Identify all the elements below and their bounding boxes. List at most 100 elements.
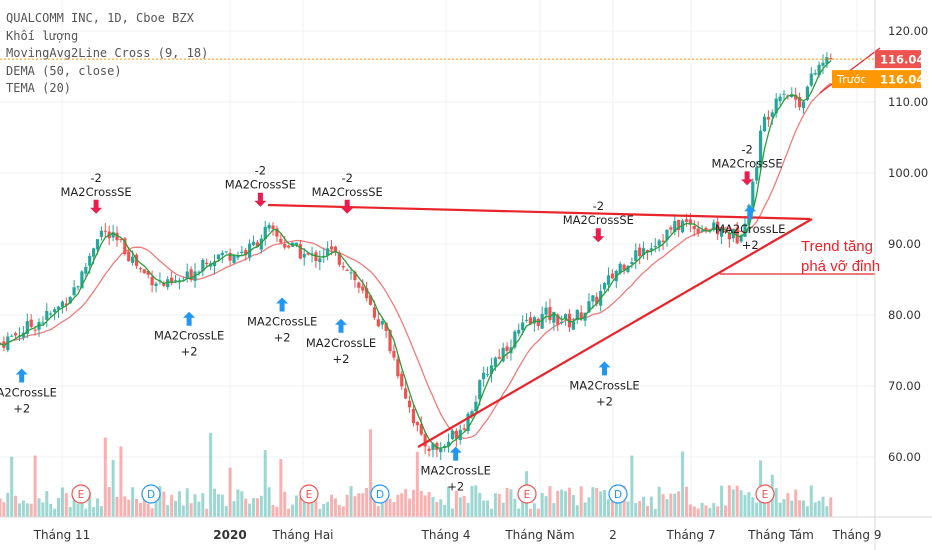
volume-bar bbox=[486, 500, 490, 517]
volume-bar bbox=[294, 495, 298, 517]
long-signal-label: MA2CrossLE bbox=[306, 336, 376, 350]
candle-body bbox=[470, 411, 474, 417]
event-marker-0[interactable]: E bbox=[71, 484, 91, 504]
candle-body bbox=[431, 443, 435, 450]
candle-body bbox=[474, 401, 478, 412]
volume-bar bbox=[220, 494, 224, 517]
volume-bar bbox=[37, 498, 41, 517]
candle-body bbox=[166, 279, 170, 288]
volume-bar bbox=[372, 493, 376, 517]
candle-body bbox=[478, 380, 482, 400]
event-marker-1[interactable]: D bbox=[141, 484, 161, 504]
candle-body bbox=[103, 230, 107, 232]
volume-bar bbox=[279, 459, 283, 517]
candle-body bbox=[751, 181, 755, 207]
candle-body bbox=[739, 235, 743, 242]
candle-body bbox=[762, 116, 767, 132]
candle-body bbox=[310, 253, 314, 255]
event-marker-4[interactable]: E bbox=[517, 484, 537, 504]
event-letter: D bbox=[376, 489, 384, 501]
volume-bar bbox=[513, 498, 517, 517]
candle-body bbox=[692, 226, 696, 230]
candle-body bbox=[513, 331, 517, 348]
trade-signals: MA2CrossLE+2-2MA2CrossSEMA2CrossLE+2-2MA… bbox=[0, 142, 785, 493]
volume-bar bbox=[556, 490, 560, 517]
volume-bar bbox=[509, 489, 513, 517]
volume-bar bbox=[174, 500, 178, 517]
candle-body bbox=[704, 227, 708, 232]
candle-body bbox=[95, 239, 100, 250]
candle-body bbox=[521, 322, 525, 330]
volume-bar bbox=[653, 508, 657, 517]
legend-ma-cross[interactable]: MovingAvg2Line Cross (9, 18) bbox=[6, 46, 209, 60]
volume-bar bbox=[185, 488, 189, 517]
legend-volume[interactable]: Khối lượng bbox=[6, 28, 79, 43]
trendlines: Trend tăng phá vỡ đỉnh bbox=[267, 47, 881, 448]
volume-bar bbox=[708, 508, 712, 517]
price-tick-label: 70.00 bbox=[888, 379, 921, 393]
volume-bar bbox=[552, 503, 556, 517]
candle-body bbox=[84, 267, 88, 274]
volume-bar bbox=[369, 429, 373, 517]
candle-body bbox=[638, 247, 642, 257]
candle-body bbox=[177, 280, 182, 283]
volume-bar bbox=[10, 456, 14, 517]
candle-body bbox=[170, 277, 174, 284]
short-arrow-icon bbox=[741, 171, 754, 186]
volume-bar bbox=[560, 489, 564, 517]
candle-body bbox=[337, 252, 341, 265]
volume-bar bbox=[396, 494, 400, 517]
time-tick-label: Tháng 7 bbox=[666, 528, 716, 542]
candle-body bbox=[622, 264, 626, 271]
volume-bar bbox=[326, 501, 330, 517]
candle-body bbox=[450, 430, 455, 440]
volume-bar bbox=[634, 503, 638, 517]
legend-tema[interactable]: TEMA (20) bbox=[6, 81, 72, 95]
legend-symbol[interactable]: QUALCOMM INC, 1D, Cboe BZX bbox=[6, 11, 194, 25]
time-axis[interactable]: Tháng 11 2020 Tháng Hai Tháng 4 Tháng Năm 2 Th… bbox=[0, 516, 932, 542]
legend-dema[interactable]: DEMA (50, close) bbox=[6, 63, 122, 78]
volume-bar bbox=[829, 497, 833, 517]
signal-long-11: MA2CrossLE +2 bbox=[715, 205, 785, 252]
volume-bar bbox=[548, 486, 552, 517]
candle-body bbox=[99, 230, 104, 237]
event-marker-5[interactable]: D bbox=[608, 484, 628, 504]
long-signal-qty: +2 bbox=[181, 345, 198, 359]
candle-body bbox=[501, 347, 505, 362]
candle-body bbox=[333, 246, 338, 252]
event-marker-6[interactable]: E bbox=[755, 484, 775, 504]
candle-body bbox=[68, 297, 72, 304]
event-marker-3[interactable]: D bbox=[370, 484, 390, 504]
volume-bar bbox=[408, 498, 412, 517]
volume-bar bbox=[688, 504, 692, 517]
time-tick-label: 2020 bbox=[213, 528, 246, 542]
candle-body bbox=[634, 250, 638, 261]
volume-bar bbox=[599, 491, 603, 517]
long-signal-label: MA2CrossLE bbox=[154, 329, 224, 343]
event-circle bbox=[141, 484, 161, 504]
candle-body bbox=[92, 248, 96, 257]
prev-label: Trước bbox=[836, 73, 866, 86]
volume-bar bbox=[353, 496, 357, 517]
long-arrow-icon bbox=[744, 205, 757, 220]
candle-body bbox=[131, 256, 135, 263]
event-marker-2[interactable]: E bbox=[299, 484, 319, 504]
volume-bar bbox=[591, 487, 595, 517]
candle-body bbox=[189, 269, 193, 281]
volume-bar bbox=[404, 489, 408, 517]
candle-body bbox=[64, 303, 68, 306]
volume-bar bbox=[458, 497, 462, 517]
volume-bar bbox=[388, 498, 392, 517]
tema-line bbox=[0, 60, 832, 449]
volume-bar bbox=[626, 501, 630, 517]
candle-body bbox=[357, 282, 361, 288]
candle-body bbox=[517, 329, 521, 334]
last-price-tag bbox=[875, 50, 921, 69]
short-signal-label: MA2CrossSE bbox=[60, 185, 131, 199]
long-arrow-icon bbox=[335, 318, 347, 333]
volume-bar bbox=[782, 499, 786, 517]
